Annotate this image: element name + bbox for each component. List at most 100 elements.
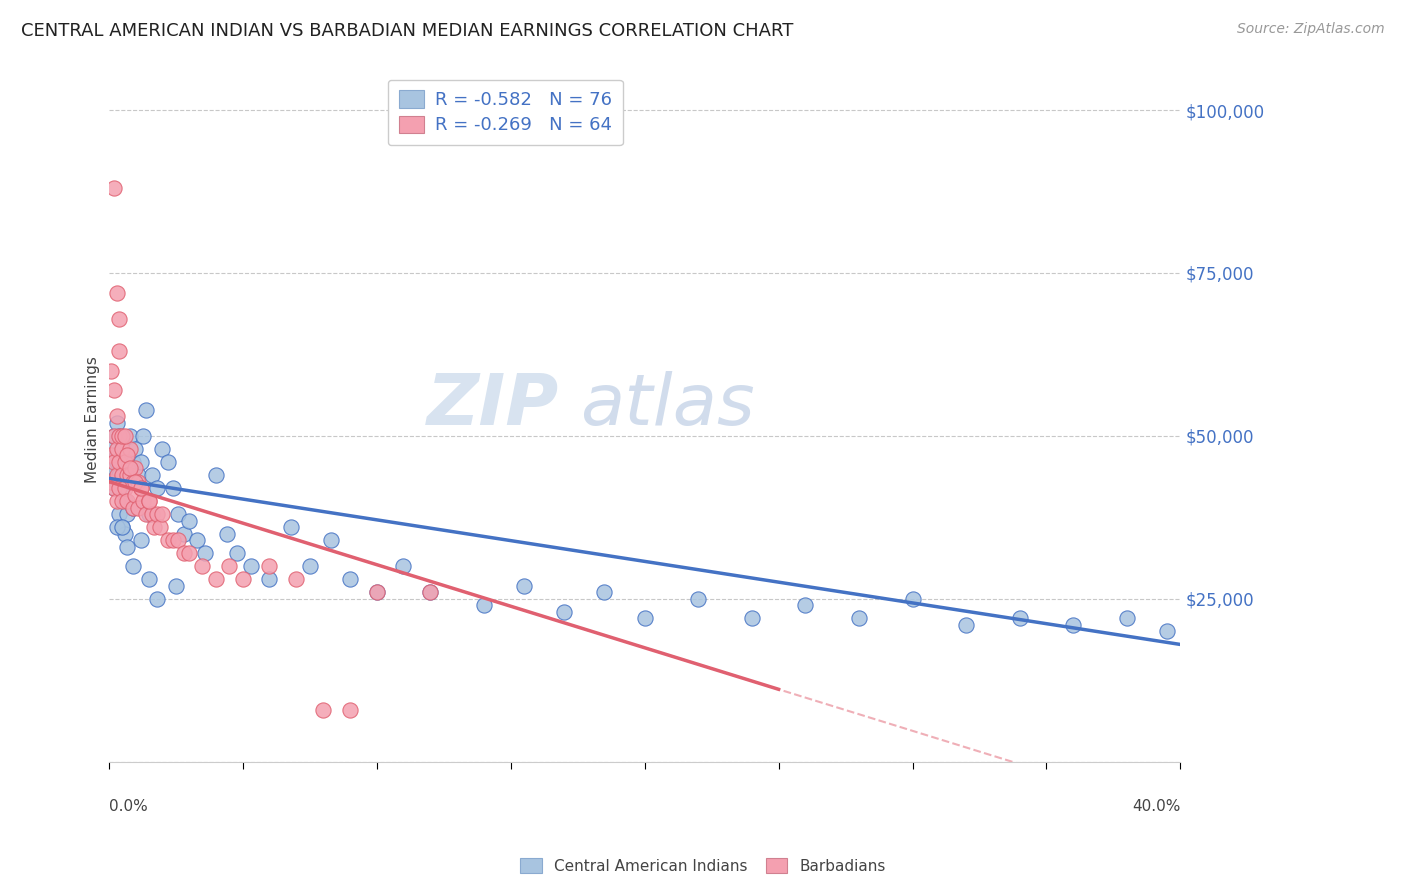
Point: [103, 481, 125, 495]
Point: [319, 533, 342, 548]
Point: [117, 468, 139, 483]
Point: [156, 533, 179, 548]
Point: [165, 579, 187, 593]
Point: [392, 559, 415, 574]
Point: [103, 429, 125, 443]
Point: [108, 311, 131, 326]
Point: [141, 468, 163, 483]
Point: [120, 468, 142, 483]
Point: [121, 500, 143, 515]
Point: [173, 546, 195, 560]
Point: [204, 572, 226, 586]
Point: [215, 526, 238, 541]
Point: [100, 449, 122, 463]
Point: [114, 526, 136, 541]
Point: [138, 494, 160, 508]
Point: [124, 475, 146, 489]
Point: [117, 449, 139, 463]
Point: [901, 591, 924, 606]
Point: [794, 599, 817, 613]
Point: [150, 442, 173, 456]
Point: [135, 507, 157, 521]
Point: [150, 507, 173, 521]
Point: [204, 468, 226, 483]
Point: [117, 507, 139, 521]
Point: [103, 384, 125, 398]
Point: [472, 599, 495, 613]
Point: [226, 546, 249, 560]
Point: [132, 494, 155, 508]
Point: [120, 429, 142, 443]
Text: Source: ZipAtlas.com: Source: ZipAtlas.com: [1237, 22, 1385, 37]
Point: [121, 559, 143, 574]
Point: [366, 585, 388, 599]
Point: [121, 455, 143, 469]
Point: [114, 455, 136, 469]
Point: [105, 494, 128, 508]
Legend: R = -0.582   N = 76, R = -0.269   N = 64: R = -0.582 N = 76, R = -0.269 N = 64: [388, 79, 623, 145]
Point: [232, 572, 254, 586]
Point: [1062, 618, 1084, 632]
Point: [259, 559, 281, 574]
Point: [114, 494, 136, 508]
Point: [593, 585, 616, 599]
Point: [633, 611, 655, 625]
Point: [339, 703, 361, 717]
Point: [138, 572, 160, 586]
Point: [186, 533, 208, 548]
Point: [162, 481, 184, 495]
Point: [108, 455, 131, 469]
Point: [129, 481, 152, 495]
Point: [218, 559, 240, 574]
Point: [108, 429, 131, 443]
Point: [191, 559, 214, 574]
Point: [1008, 611, 1031, 625]
Point: [298, 559, 321, 574]
Point: [132, 429, 155, 443]
Point: [120, 442, 142, 456]
Point: [120, 475, 142, 489]
Point: [173, 526, 195, 541]
Point: [105, 468, 128, 483]
Point: [103, 429, 125, 443]
Text: atlas: atlas: [581, 371, 755, 441]
Point: [111, 442, 134, 456]
Text: 0.0%: 0.0%: [108, 799, 148, 814]
Point: [105, 285, 128, 300]
Point: [124, 461, 146, 475]
Point: [105, 449, 128, 463]
Point: [419, 585, 441, 599]
Point: [105, 442, 128, 456]
Point: [280, 520, 302, 534]
Legend: Central American Indians, Barbadians: Central American Indians, Barbadians: [515, 852, 891, 880]
Point: [124, 475, 146, 489]
Point: [312, 703, 335, 717]
Point: [194, 546, 217, 560]
Point: [117, 468, 139, 483]
Point: [141, 507, 163, 521]
Point: [1115, 611, 1137, 625]
Point: [167, 507, 190, 521]
Point: [146, 591, 169, 606]
Point: [105, 520, 128, 534]
Point: [100, 468, 122, 483]
Point: [513, 579, 536, 593]
Point: [100, 364, 122, 378]
Point: [741, 611, 763, 625]
Point: [124, 487, 146, 501]
Point: [259, 572, 281, 586]
Point: [108, 429, 131, 443]
Point: [105, 455, 128, 469]
Point: [129, 481, 152, 495]
Point: [138, 507, 160, 521]
Point: [129, 455, 152, 469]
Point: [239, 559, 262, 574]
Point: [114, 429, 136, 443]
Point: [103, 481, 125, 495]
Point: [114, 455, 136, 469]
Point: [111, 520, 134, 534]
Point: [129, 533, 152, 548]
Point: [146, 481, 169, 495]
Point: [127, 475, 149, 489]
Point: [117, 540, 139, 554]
